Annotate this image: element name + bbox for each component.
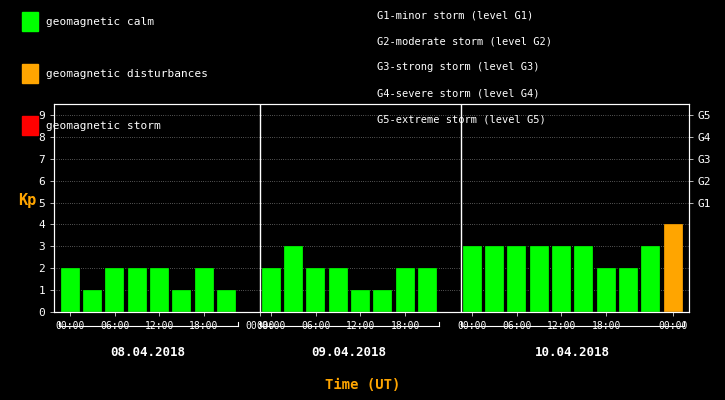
- Text: 08.04.2018: 08.04.2018: [111, 346, 186, 358]
- Bar: [418, 268, 437, 312]
- Bar: [463, 246, 481, 312]
- Bar: [619, 268, 638, 312]
- Bar: [194, 268, 214, 312]
- Bar: [83, 290, 102, 312]
- Text: G5-extreme storm (level G5): G5-extreme storm (level G5): [377, 114, 546, 124]
- Bar: [60, 268, 80, 312]
- Text: G1-minor storm (level G1): G1-minor storm (level G1): [377, 10, 534, 20]
- Bar: [485, 246, 504, 312]
- Text: geomagnetic calm: geomagnetic calm: [46, 17, 154, 26]
- Bar: [507, 246, 526, 312]
- Bar: [351, 290, 370, 312]
- Bar: [217, 290, 236, 312]
- Text: 10.04.2018: 10.04.2018: [535, 346, 610, 358]
- Bar: [642, 246, 660, 312]
- Bar: [373, 290, 392, 312]
- Bar: [663, 224, 683, 312]
- Text: Time (UT): Time (UT): [325, 378, 400, 392]
- Text: geomagnetic storm: geomagnetic storm: [46, 121, 161, 130]
- Text: G4-severe storm (level G4): G4-severe storm (level G4): [377, 88, 539, 98]
- Bar: [128, 268, 146, 312]
- Bar: [574, 246, 593, 312]
- Bar: [552, 246, 571, 312]
- Bar: [284, 246, 303, 312]
- Text: G3-strong storm (level G3): G3-strong storm (level G3): [377, 62, 539, 72]
- Bar: [396, 268, 415, 312]
- Bar: [306, 268, 326, 312]
- Bar: [597, 268, 616, 312]
- Bar: [529, 246, 549, 312]
- Text: 09.04.2018: 09.04.2018: [312, 346, 386, 358]
- Text: geomagnetic disturbances: geomagnetic disturbances: [46, 69, 208, 78]
- Y-axis label: Kp: Kp: [18, 193, 36, 208]
- Bar: [150, 268, 169, 312]
- Text: G2-moderate storm (level G2): G2-moderate storm (level G2): [377, 36, 552, 46]
- Bar: [328, 268, 347, 312]
- Bar: [105, 268, 124, 312]
- Bar: [173, 290, 191, 312]
- Bar: [262, 268, 281, 312]
